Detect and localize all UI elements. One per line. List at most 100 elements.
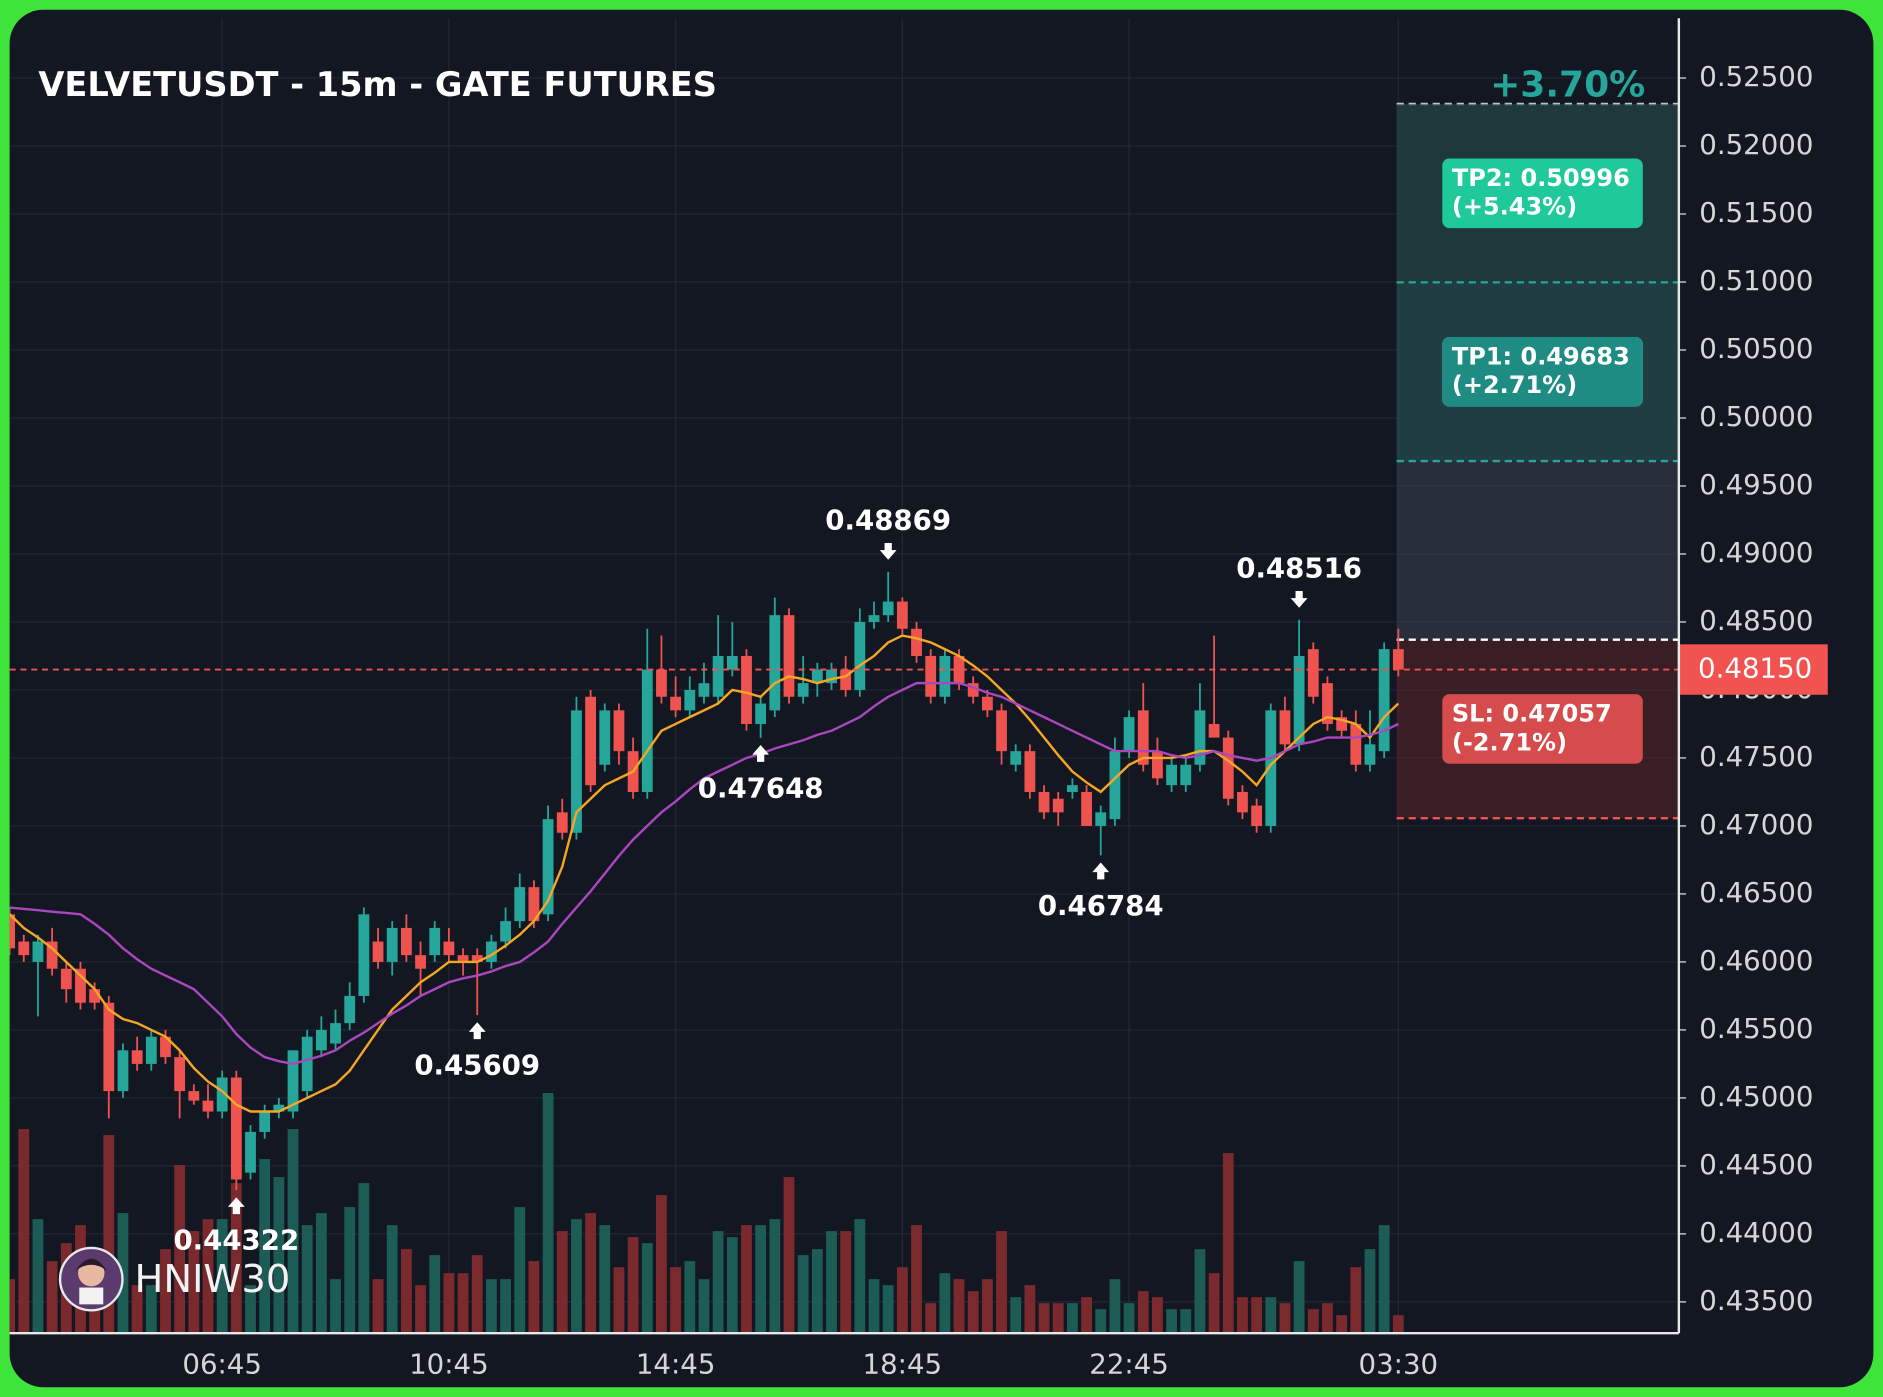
candle-body [1180, 764, 1192, 786]
current-price-box [1678, 644, 1828, 695]
volume-bar [1066, 1303, 1078, 1334]
candle-body [245, 1131, 256, 1173]
candle-body [599, 710, 611, 765]
candle-body [174, 1057, 186, 1092]
candle-body [1222, 737, 1234, 799]
volume-bar [330, 1279, 341, 1334]
candle-body [1293, 655, 1305, 745]
candle-body [145, 1036, 157, 1064]
volume-bar [1222, 1153, 1234, 1334]
level-label: SL: 0.47057 [1452, 700, 1612, 728]
y-tick-label: 0.45000 [1699, 1080, 1813, 1113]
candle-body [344, 995, 356, 1024]
candle-body [925, 655, 937, 697]
volume-bar [174, 1165, 186, 1334]
volume-bar [868, 1279, 880, 1334]
volume-bar [32, 1219, 44, 1334]
candle-body [1307, 649, 1319, 697]
volume-bar [1350, 1267, 1362, 1334]
candle-body [542, 819, 554, 915]
candle-body [939, 655, 951, 697]
candle-body [1279, 710, 1291, 745]
candle-body [486, 941, 497, 962]
volume-bar [486, 1279, 497, 1334]
candle-body [443, 941, 455, 956]
volume-bar [358, 1183, 370, 1334]
candle-body [315, 1029, 327, 1051]
candle-body [556, 812, 568, 833]
volume-bar [1123, 1303, 1135, 1334]
volume-bar [160, 1249, 171, 1334]
candle-body [1109, 751, 1121, 820]
volume-bar [245, 1285, 256, 1334]
candle-body [89, 989, 101, 1003]
volume-bar [981, 1279, 993, 1334]
volume-bar [939, 1273, 951, 1334]
candle-body [1066, 785, 1078, 792]
volume-bar [415, 1285, 426, 1334]
candle-body [726, 655, 738, 670]
candle-body [783, 615, 795, 697]
candle-body [1350, 723, 1362, 765]
candle-body [1024, 751, 1036, 792]
candle-body [1166, 764, 1177, 786]
candle-body [585, 696, 597, 786]
volume-bar [1052, 1303, 1064, 1334]
volume-bar [599, 1225, 611, 1334]
volume-bar [46, 1261, 58, 1334]
volume-bar [259, 1159, 271, 1334]
volume-bar [854, 1219, 866, 1334]
volume-bar [882, 1285, 894, 1334]
level-change: (+2.71%) [1452, 371, 1577, 399]
annotation-label: 0.45609 [414, 1049, 540, 1082]
y-tick-label: 0.51000 [1699, 264, 1813, 297]
annotation-label: 0.48869 [825, 503, 951, 536]
volume-bar [571, 1219, 582, 1334]
candle-body [826, 669, 837, 684]
volume-bar [1081, 1297, 1092, 1334]
volume-bar [755, 1225, 767, 1334]
watermark-text: HNIW30 [135, 1257, 291, 1302]
overlay: 0.43500 0.44000 0.44500 0.45000 0.45500 0.460… [9, 60, 1828, 1381]
candle-body [896, 601, 908, 629]
y-tick-label: 0.46500 [1699, 876, 1813, 909]
candle-body [188, 1091, 200, 1101]
x-tick-label: 18:45 [863, 1348, 943, 1381]
volume-bar [1024, 1285, 1036, 1334]
x-tick-label: 06:45 [182, 1348, 262, 1381]
annotation-arrow [879, 542, 897, 560]
volume-bar [656, 1195, 667, 1334]
volume-bar [9, 1279, 16, 1334]
candle-body [854, 621, 866, 690]
volume-bar [641, 1243, 653, 1334]
candle-body [216, 1077, 228, 1112]
x-tick-label: 10:45 [409, 1348, 489, 1381]
candle-body [131, 1050, 143, 1064]
volume-bar [500, 1279, 511, 1334]
annotation-arrow [227, 1197, 245, 1215]
volume-bar [1038, 1303, 1050, 1334]
level-change: (+5.43%) [1452, 193, 1577, 221]
volume-bar [741, 1225, 752, 1334]
volume-bar [670, 1267, 682, 1334]
volume-bar [1194, 1249, 1206, 1334]
level-box [1442, 694, 1643, 764]
candle-body [1010, 751, 1022, 765]
volume-bar [1180, 1309, 1192, 1334]
y-tick-label: 0.47000 [1699, 808, 1813, 841]
volume-bar [471, 1255, 483, 1334]
volume-bar [996, 1231, 1007, 1334]
volume-bar [1095, 1309, 1107, 1334]
volume-bar [769, 1219, 781, 1334]
volume-bar [1010, 1297, 1022, 1334]
candle-body [514, 887, 526, 922]
volume-bar [826, 1231, 837, 1334]
candle-body [769, 615, 781, 711]
volume-bar [1265, 1297, 1277, 1334]
candle-body [996, 710, 1007, 752]
volume-bar [556, 1231, 568, 1334]
y-tick-label: 0.44000 [1699, 1216, 1813, 1249]
volume-bar [967, 1291, 979, 1334]
y-tick-label: 0.49000 [1699, 536, 1813, 569]
